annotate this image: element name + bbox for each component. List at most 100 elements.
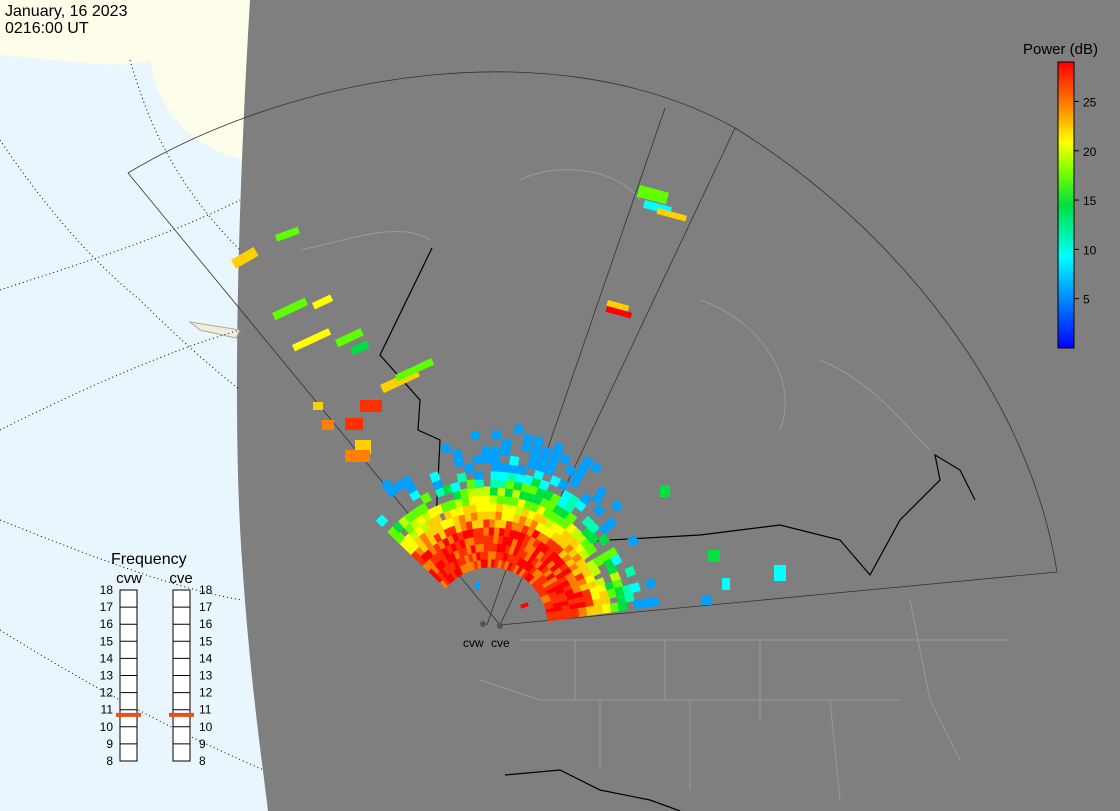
frequency-tick-label: 8 bbox=[106, 754, 113, 768]
echo-cell bbox=[586, 532, 599, 546]
echo-cell bbox=[345, 418, 363, 430]
frequency-tick-label: 10 bbox=[199, 720, 213, 734]
echo-cell bbox=[501, 438, 512, 449]
echo-cell bbox=[498, 470, 509, 481]
echo-cell bbox=[474, 478, 484, 489]
echo-cell bbox=[509, 455, 520, 466]
boundaries bbox=[299, 169, 1010, 801]
echo-cell bbox=[491, 454, 501, 464]
echo-cell bbox=[774, 565, 786, 581]
echo-cell bbox=[482, 486, 492, 496]
echo-cell bbox=[617, 601, 628, 612]
frequency-tick-label: 16 bbox=[199, 617, 213, 631]
echo-cell bbox=[610, 499, 624, 513]
colorbar-tick-label: 25 bbox=[1083, 95, 1097, 109]
echo-cell bbox=[549, 475, 562, 488]
echo-cell bbox=[606, 588, 618, 600]
echo-cell bbox=[585, 605, 597, 616]
frequency-panel: cvw 8 9 10 11 12 13 14 15 16 17 18 cve 8 9 10 11 12 13 14 15… bbox=[100, 570, 213, 768]
date: January, 16 2023 bbox=[5, 3, 128, 20]
frequency-tick-label: 17 bbox=[199, 600, 213, 614]
frequency-tick-label: 10 bbox=[100, 720, 114, 734]
echo-cell bbox=[312, 294, 334, 310]
frequency-tick-label: 13 bbox=[199, 669, 213, 683]
echo-cell bbox=[481, 454, 492, 464]
echo-cell bbox=[598, 488, 606, 496]
echo-cell bbox=[474, 486, 485, 497]
echo-cell bbox=[570, 607, 581, 619]
echo-cell bbox=[645, 578, 657, 590]
echo-cell bbox=[564, 464, 577, 477]
echo-cell bbox=[442, 483, 454, 495]
echo-cell bbox=[345, 450, 370, 462]
echo-cell bbox=[313, 402, 323, 410]
echo-cell bbox=[708, 550, 720, 562]
frequency-tick-label: 15 bbox=[199, 634, 213, 648]
land-arctic bbox=[0, 0, 250, 160]
echo-cell bbox=[322, 420, 334, 430]
echo-cell bbox=[271, 297, 309, 321]
echo-cell bbox=[475, 494, 486, 505]
echo-cell bbox=[546, 611, 557, 622]
echo-cell bbox=[335, 328, 364, 348]
frequency-tick-label: 12 bbox=[199, 686, 213, 700]
echo-cell bbox=[601, 603, 612, 614]
echo-cell bbox=[472, 454, 483, 465]
echo-cell bbox=[481, 446, 491, 456]
echo-cell bbox=[579, 492, 592, 506]
echo-cell bbox=[490, 486, 500, 496]
radar-site bbox=[497, 623, 503, 629]
echo-cell bbox=[450, 481, 462, 493]
frequency-tick-label: 14 bbox=[100, 651, 114, 665]
echo-cell bbox=[400, 475, 414, 488]
echo-cell bbox=[467, 487, 478, 498]
echo-cell bbox=[702, 595, 712, 605]
echo-cell bbox=[380, 478, 394, 492]
echo-cell bbox=[419, 492, 433, 505]
echo-cell bbox=[522, 433, 534, 445]
echo-cell bbox=[627, 534, 640, 548]
frequency-tick-label: 13 bbox=[100, 669, 114, 683]
echo-cell bbox=[588, 565, 602, 578]
colorbar-tick-label: 15 bbox=[1083, 194, 1097, 208]
echo-cell bbox=[360, 400, 382, 412]
echo-cell bbox=[500, 446, 511, 457]
colorbar-tick-label: 10 bbox=[1083, 243, 1097, 257]
echo-cell bbox=[466, 479, 477, 490]
echo-cell bbox=[514, 472, 526, 484]
echo-cell bbox=[521, 441, 532, 453]
echo-cell bbox=[274, 226, 300, 242]
echo-cell bbox=[350, 340, 370, 356]
echo-cell bbox=[505, 479, 516, 490]
radar-site bbox=[480, 621, 486, 627]
echo-cell bbox=[499, 462, 510, 473]
echo-cell bbox=[473, 470, 484, 481]
echo-cell bbox=[497, 486, 508, 497]
colorbar-ticks: 5 10 15 20 25 bbox=[1074, 95, 1097, 307]
echo-cell bbox=[429, 471, 441, 483]
echo-cell bbox=[633, 599, 644, 610]
frequency-tick-label: 18 bbox=[100, 583, 114, 597]
echo-cell bbox=[482, 494, 492, 504]
echo-cell bbox=[592, 504, 606, 517]
echo-cell bbox=[605, 305, 633, 319]
echo-cell bbox=[604, 517, 618, 530]
echo-cell bbox=[564, 511, 578, 525]
echo-cell bbox=[491, 430, 502, 440]
frequency-tick-label: 14 bbox=[199, 651, 213, 665]
echo-cell bbox=[540, 446, 552, 458]
echo-cell bbox=[506, 471, 518, 482]
echo-cell bbox=[533, 435, 545, 447]
echo-cell bbox=[562, 609, 573, 620]
echo-cell bbox=[490, 470, 500, 480]
echo-cell bbox=[490, 462, 501, 472]
echo-cell bbox=[557, 478, 570, 492]
echo-cell bbox=[452, 448, 463, 460]
echo-cell bbox=[516, 464, 528, 476]
radar-echoes bbox=[231, 185, 786, 622]
echo-cell bbox=[610, 554, 623, 567]
echo-cell bbox=[660, 485, 670, 497]
echo-cell bbox=[520, 602, 529, 609]
